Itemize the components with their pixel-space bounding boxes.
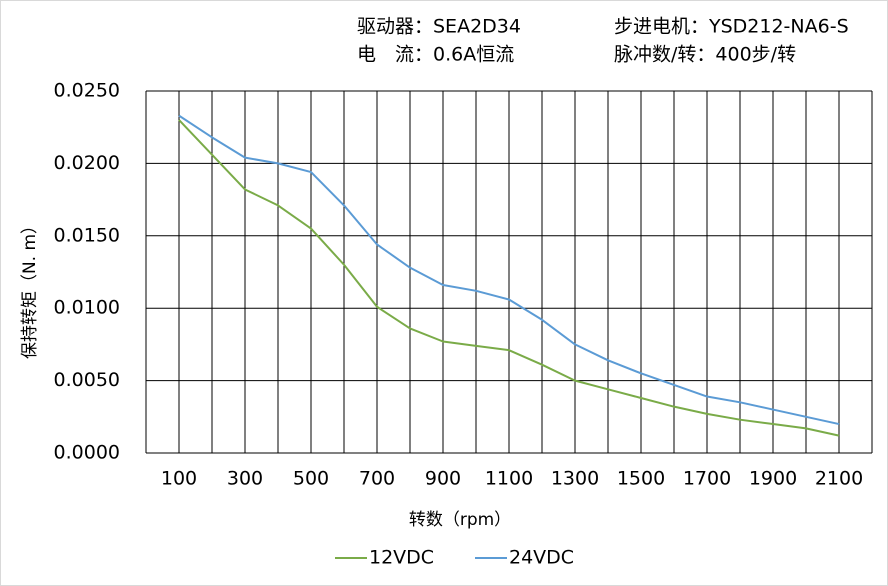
x-tick-label: 1500 <box>617 468 665 490</box>
legend-label: 24VDC <box>509 547 574 569</box>
x-tick-label: 1300 <box>551 468 599 490</box>
y-tick-label: 0.0250 <box>54 80 120 102</box>
annotation: 脉冲数/转：400步/转 <box>614 44 796 66</box>
data-line <box>178 119 840 437</box>
legend-label: 12VDC <box>369 547 434 569</box>
x-axis-title: 转数（rpm） <box>409 510 511 530</box>
x-tick-label: 1700 <box>683 468 731 490</box>
x-tick-label: 100 <box>161 468 197 490</box>
y-tick-label: 0.0200 <box>54 152 120 174</box>
x-tick-label: 500 <box>293 468 329 490</box>
y-tick-label: 0.0000 <box>54 442 120 464</box>
y-axis-title: 保持转矩（N. m） <box>20 217 40 359</box>
x-tick-label: 300 <box>227 468 263 490</box>
x-tick-label: 1100 <box>485 468 533 490</box>
annotation: 驱动器：SEA2D34 <box>357 16 521 38</box>
y-tick-label: 0.0100 <box>54 297 120 319</box>
annotation: 电 流：0.6A恒流 <box>357 44 514 66</box>
y-tick-label: 0.0050 <box>54 369 120 391</box>
data-line <box>178 114 840 426</box>
x-tick-label: 700 <box>359 468 395 490</box>
x-tick-label: 900 <box>425 468 461 490</box>
x-tick-label: 1900 <box>749 468 797 490</box>
annotation: 步进电机：YSD212-NA6-S <box>614 16 849 38</box>
x-tick-label: 2100 <box>815 468 863 490</box>
y-tick-label: 0.0150 <box>54 224 120 246</box>
